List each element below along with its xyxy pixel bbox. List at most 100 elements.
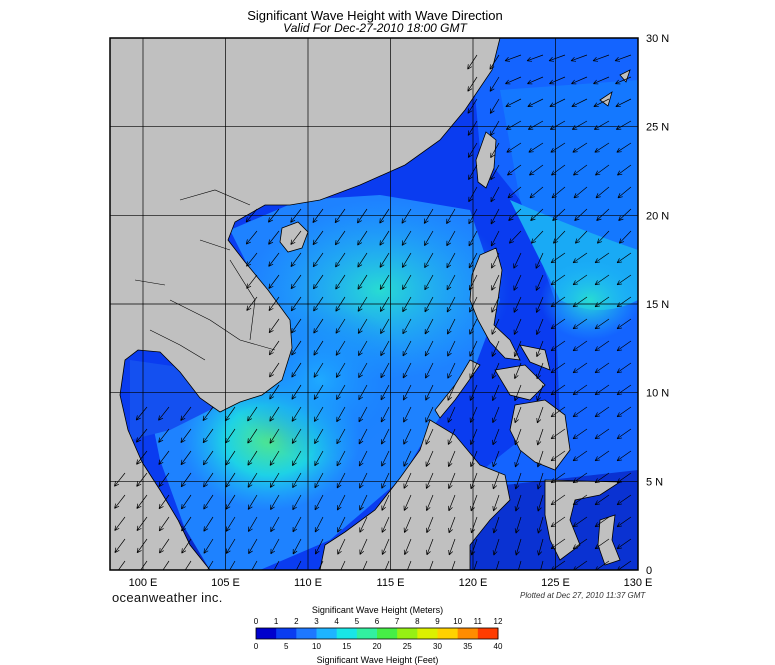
wave-arrow <box>618 208 632 221</box>
colorbar <box>255 627 499 640</box>
wave-arrow <box>616 538 632 550</box>
wave-arrow <box>467 54 478 70</box>
pacific-swell <box>540 260 638 340</box>
wave-arrow <box>506 142 522 153</box>
wave-arrow <box>313 384 324 400</box>
land-asia <box>110 38 501 570</box>
wave-arrow <box>180 428 192 443</box>
wave-arrow <box>574 208 588 221</box>
wave-arrow <box>504 54 522 62</box>
wave-arrow <box>292 516 302 533</box>
colorbar-meter-tick: 12 <box>493 617 503 626</box>
wave-arrow <box>136 472 148 487</box>
wave-arrow <box>514 472 522 490</box>
wave-arrow <box>403 406 412 423</box>
wave-arrow <box>447 472 456 490</box>
wave-arrow <box>314 472 324 489</box>
wave-arrow <box>594 142 610 153</box>
longitude-labels: 100 E 105 E 110 E 115 E 120 E 125 E 130 E <box>129 577 653 589</box>
wave-arrow <box>247 494 258 510</box>
wave-arrow <box>552 230 566 244</box>
wave-arrow <box>616 428 632 440</box>
wave-arrow <box>225 450 236 466</box>
colorbar-frame <box>255 627 499 640</box>
wave-arrow <box>359 494 368 511</box>
wave-arrow <box>379 252 390 268</box>
wave-arrow <box>446 296 456 313</box>
lat-label: 30 N <box>646 33 669 45</box>
wave-arrow <box>550 472 566 484</box>
wave-arrow <box>337 538 346 555</box>
wave-arrow <box>181 516 192 532</box>
wave-arrow <box>570 54 588 62</box>
wave-arrow <box>313 406 324 422</box>
wave-arrow <box>225 494 236 510</box>
wave-arrow <box>593 98 610 107</box>
wave-arrow <box>447 318 456 335</box>
wave-arrow <box>268 318 280 334</box>
wave-arrow <box>572 340 588 352</box>
wave-arrow <box>425 406 434 423</box>
wave-arrow <box>594 494 610 506</box>
colorbar-swatch <box>356 628 378 639</box>
wave-arrow <box>336 450 346 467</box>
wave-arrow <box>158 516 170 532</box>
wave-arrow <box>273 560 280 570</box>
wave-arrow <box>615 76 632 85</box>
wave-arrow <box>358 450 368 467</box>
wave-arrow <box>536 472 544 490</box>
wave-arrow <box>470 472 478 490</box>
wave-direction-arrows <box>114 54 632 570</box>
wave-arrow <box>203 494 214 510</box>
wave-arrow <box>229 560 236 570</box>
colorbar-swatch <box>377 628 398 639</box>
wave-arrow <box>491 340 500 357</box>
wave-arrow <box>535 252 544 269</box>
wave-arrow <box>551 186 566 199</box>
wave-arrow <box>224 406 236 422</box>
lon-label: 100 E <box>129 577 158 589</box>
wave-arrow <box>425 450 434 467</box>
wave-arrow <box>536 406 544 424</box>
colorbar-swatch <box>276 628 297 639</box>
wave-arrow <box>290 252 302 267</box>
wave-arrow <box>446 274 456 291</box>
colorbar-meter-tick: 10 <box>453 617 463 626</box>
colorbar-swatch <box>397 628 418 639</box>
wave-arrow <box>470 538 478 556</box>
colorbar-meter-tick: 8 <box>415 617 420 626</box>
wave-arrow <box>359 538 368 555</box>
wave-arrow <box>550 384 566 396</box>
country-borders <box>134 189 276 361</box>
wave-arrow <box>402 362 412 379</box>
wave-arrow <box>513 296 522 313</box>
wave-arrow <box>290 296 302 312</box>
wave-arrow <box>425 494 434 511</box>
wave-arrow <box>549 76 566 85</box>
wave-arrow <box>514 428 522 446</box>
wave-arrow <box>248 538 258 555</box>
wave-arrow <box>447 384 456 401</box>
wave-arrow <box>136 428 148 443</box>
wave-arrow <box>425 516 434 534</box>
wave-arrow <box>492 516 500 534</box>
wave-arrow <box>552 208 566 221</box>
land-borneo <box>319 419 511 570</box>
wave-arrow <box>467 120 478 136</box>
wave-arrow <box>336 384 346 400</box>
brand-logo: oceanweather inc. <box>112 590 223 605</box>
wave-arrow <box>594 516 610 528</box>
wave-arrow <box>318 560 324 570</box>
wave-arrow <box>312 230 324 246</box>
wave-arrow <box>467 142 478 158</box>
wave-arrow <box>158 406 170 421</box>
wave-arrow <box>402 296 412 313</box>
wave-arrow <box>467 98 478 114</box>
land-hainan <box>279 221 309 253</box>
wave-arrow <box>615 120 632 130</box>
wave-arrow <box>357 318 368 334</box>
wave-arrow <box>492 538 500 556</box>
colorbar-feet-tick: 15 <box>342 642 352 651</box>
colorbar-swatch <box>296 628 317 639</box>
